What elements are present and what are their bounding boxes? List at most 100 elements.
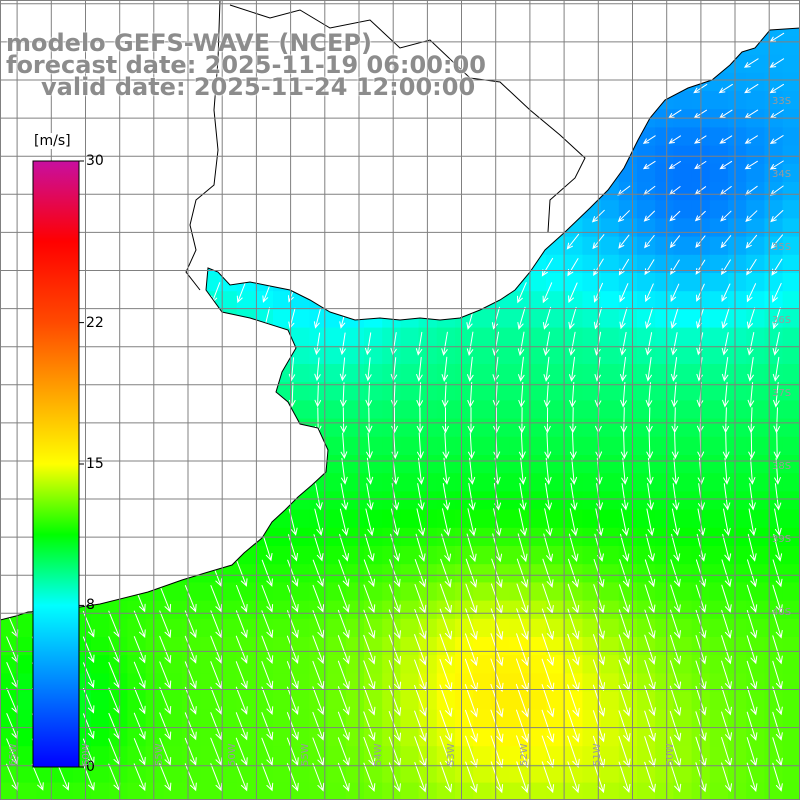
wind-speed-cell xyxy=(364,364,383,383)
wind-speed-cell xyxy=(673,236,693,256)
longitude-label: 65W xyxy=(8,743,19,766)
wind-speed-cell xyxy=(382,455,401,474)
wind-speed-cell xyxy=(764,782,784,800)
wind-arrow xyxy=(184,661,197,690)
wind-speed-cell xyxy=(728,400,747,420)
wind-speed-cell xyxy=(782,728,800,747)
wind-speed-cell xyxy=(546,309,565,329)
wind-speed-cell xyxy=(618,746,638,765)
longitude-label: 60W xyxy=(81,743,92,766)
wind-arrow xyxy=(133,712,146,740)
wind-speed-cell xyxy=(254,764,274,784)
wind-arrow xyxy=(671,432,679,460)
wind-arrow xyxy=(286,712,299,741)
wind-arrow xyxy=(619,584,630,614)
wind-arrow xyxy=(184,686,197,715)
wind-arrow xyxy=(721,357,729,382)
wind-speed-cell xyxy=(655,637,674,656)
wind-speed-cell xyxy=(637,436,656,456)
wind-speed-cell xyxy=(637,582,656,602)
wind-speed-cell xyxy=(782,364,800,383)
wind-arrow xyxy=(439,633,453,666)
wind-arrow xyxy=(286,661,299,690)
coastline xyxy=(0,0,800,621)
wind-speed-cell xyxy=(455,728,474,747)
wind-speed-cell xyxy=(782,291,800,310)
wind-speed-cell xyxy=(473,364,492,383)
wind-speed-cell xyxy=(618,273,638,292)
wind-speed-cell xyxy=(254,673,274,693)
wind-speed-cell xyxy=(54,782,74,800)
wind-speed-cell xyxy=(546,400,565,420)
wind-speed-cell xyxy=(127,600,147,620)
wind-speed-cell xyxy=(782,400,800,420)
wind-arrow xyxy=(490,709,504,743)
wind-speed-cell xyxy=(782,163,800,183)
wind-arrow xyxy=(365,407,373,434)
wind-speed-cell xyxy=(509,600,529,620)
wind-speed-cell xyxy=(673,145,693,165)
wind-arrow xyxy=(671,533,681,562)
wind-speed-cell xyxy=(764,200,784,219)
wind-speed-cell xyxy=(491,618,511,638)
wind-arrow xyxy=(721,332,729,356)
wind-speed-cell xyxy=(637,546,656,565)
wind-arrow xyxy=(721,584,732,613)
wind-speed-cell xyxy=(364,473,383,492)
wind-arrow xyxy=(439,710,453,743)
wind-speed-cell xyxy=(291,655,310,674)
wind-speed-cell xyxy=(728,673,747,693)
wind-speed-cell xyxy=(746,309,765,329)
wind-arrow xyxy=(440,558,452,588)
wind-arrow xyxy=(288,534,298,562)
wind-arrow xyxy=(772,635,783,665)
wind-speed-cell xyxy=(782,418,800,438)
wind-arrow xyxy=(748,508,757,537)
wind-speed-cell xyxy=(582,400,602,420)
wind-arrow xyxy=(159,763,172,792)
wind-arrow xyxy=(644,609,656,639)
wind-speed-cell xyxy=(400,382,420,401)
wind-arrow xyxy=(566,233,580,250)
wind-speed-cell xyxy=(436,709,456,729)
wind-speed-cell xyxy=(709,436,729,456)
wind-speed-cell xyxy=(782,564,800,583)
wind-speed-cell xyxy=(527,436,547,456)
wind-speed-cell xyxy=(364,509,383,529)
wind-speed-cell xyxy=(182,728,201,747)
wind-speed-cell xyxy=(509,764,529,784)
wind-speed-cell xyxy=(709,491,729,511)
wind-speed-cell xyxy=(382,618,401,638)
wind-arrow xyxy=(312,584,325,613)
wind-speed-cell xyxy=(655,709,674,729)
wind-speed-cell xyxy=(564,436,583,456)
wind-arrow xyxy=(619,307,628,330)
wind-arrow xyxy=(261,712,274,741)
wind-arrow xyxy=(773,432,781,460)
wind-speed-cell xyxy=(546,382,565,401)
wind-arrow xyxy=(669,711,682,742)
wind-speed-cell xyxy=(764,473,784,492)
wind-speed-cell xyxy=(455,618,474,638)
wind-speed-cell xyxy=(637,218,656,238)
wind-arrow xyxy=(748,432,755,460)
wind-speed-cell xyxy=(746,273,765,292)
wind-speed-cell xyxy=(527,291,547,310)
wind-arrow xyxy=(492,331,499,357)
wind-speed-cell xyxy=(509,327,529,347)
wind-speed-cell xyxy=(455,491,474,511)
wind-arrow xyxy=(441,331,448,356)
wind-speed-cell xyxy=(491,327,511,347)
wind-arrow xyxy=(743,58,759,68)
wind-speed-cell xyxy=(764,418,784,438)
wind-arrow xyxy=(541,735,555,769)
wind-arrow xyxy=(670,559,681,588)
latitude-label: 36S xyxy=(772,315,792,326)
wind-arrow xyxy=(286,686,299,715)
wind-speed-cell xyxy=(764,273,784,292)
wind-arrow xyxy=(541,257,554,277)
wind-arrow xyxy=(388,711,401,742)
wind-arrow xyxy=(314,508,324,537)
wind-speed-cell xyxy=(527,400,547,420)
wind-arrow xyxy=(339,307,347,329)
